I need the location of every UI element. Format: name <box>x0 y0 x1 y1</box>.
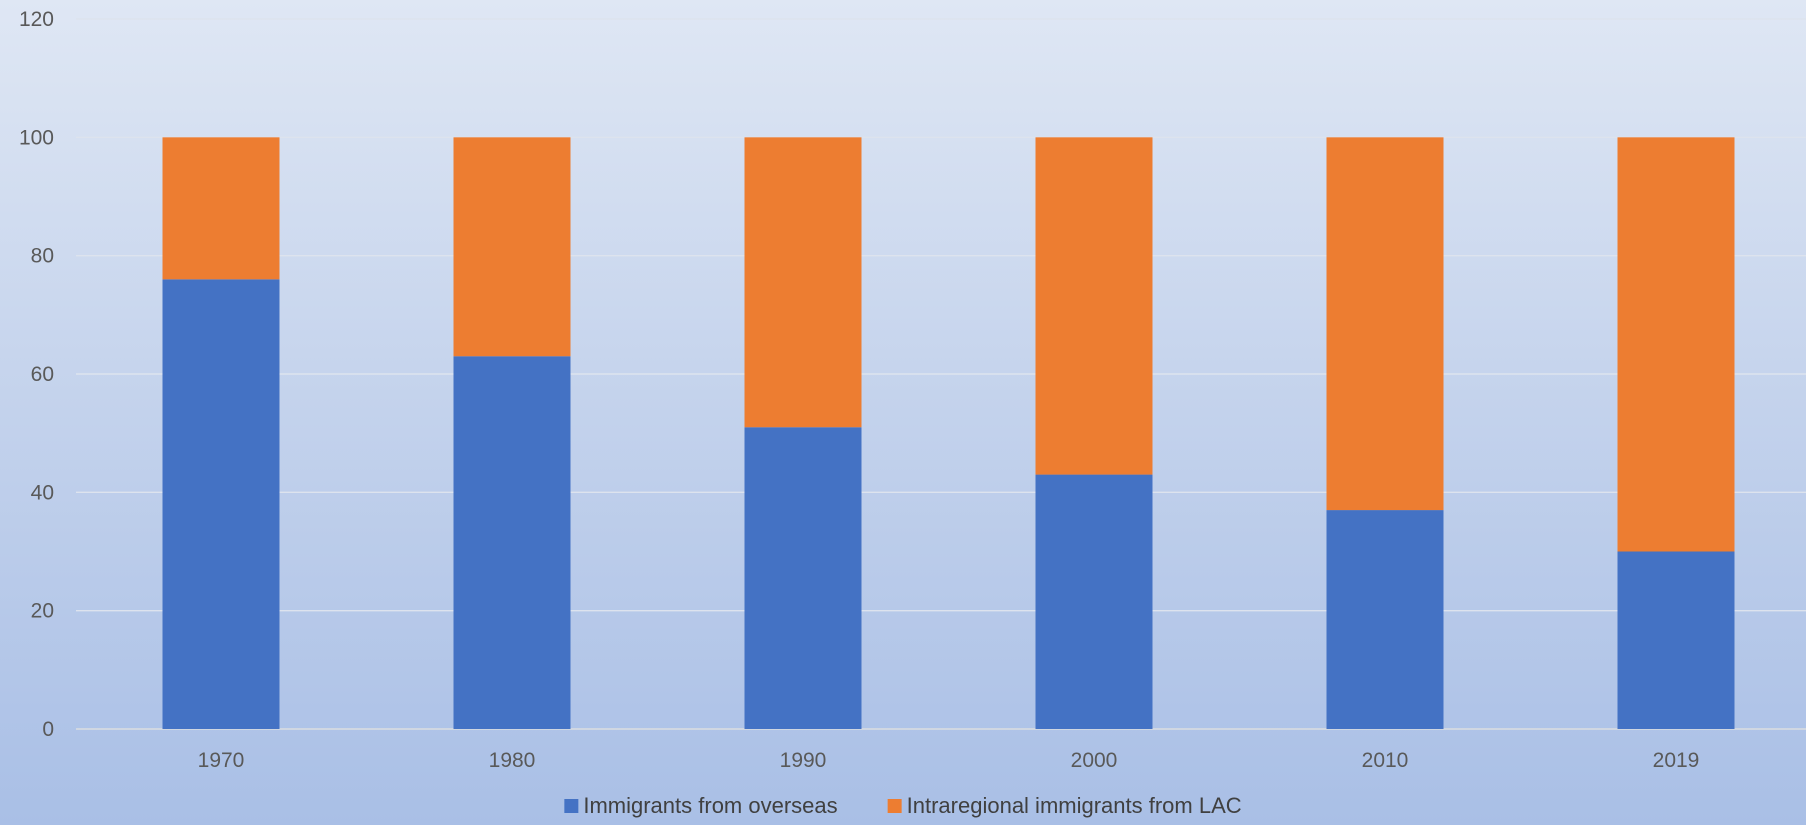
y-tick-label: 80 <box>31 245 54 268</box>
x-tick-label: 1980 <box>489 749 536 772</box>
bar-intraregional-immigrants <box>1617 137 1735 552</box>
bar-immigrants-from-overseas <box>1035 474 1153 729</box>
y-axis-tick-labels: 0 20 40 60 80 100 120 <box>19 8 54 741</box>
y-tick-label: 20 <box>31 600 54 623</box>
x-tick-label: 2010 <box>1362 749 1409 772</box>
legend-item: Immigrants from overseas <box>564 793 838 818</box>
legend: Immigrants from overseas Intraregional im… <box>564 793 1242 818</box>
x-tick-label: 1990 <box>780 749 827 772</box>
bar-immigrants-from-overseas <box>453 356 571 729</box>
bar-immigrants-from-overseas <box>1617 551 1735 729</box>
y-tick-label: 40 <box>31 481 54 504</box>
x-tick-label: 2000 <box>1071 749 1118 772</box>
bar-immigrants-from-overseas <box>162 279 280 729</box>
bar-intraregional-immigrants <box>744 137 862 428</box>
y-tick-label: 0 <box>42 718 54 741</box>
x-tick-label: 1970 <box>198 749 245 772</box>
legend-label: Immigrants from overseas <box>583 793 837 818</box>
y-tick-label: 60 <box>31 363 54 386</box>
bar-immigrants-from-overseas <box>744 427 862 729</box>
legend-swatch-lac <box>887 799 902 813</box>
gridlines <box>76 18 1806 730</box>
bar-intraregional-immigrants <box>1035 137 1153 475</box>
y-tick-label: 120 <box>19 8 54 31</box>
x-tick-label: 2019 <box>1653 749 1700 772</box>
bars <box>162 137 1735 729</box>
bar-immigrants-from-overseas <box>1326 510 1444 729</box>
x-axis-tick-labels: 1970 1980 1990 2000 2010 2019 <box>198 749 1700 772</box>
bar-intraregional-immigrants <box>453 137 571 357</box>
legend-swatch-overseas <box>564 799 579 813</box>
bar-intraregional-immigrants <box>1326 137 1444 511</box>
y-tick-label: 100 <box>19 126 54 149</box>
bar-intraregional-immigrants <box>162 137 280 280</box>
legend-label: Intraregional immigrants from LAC <box>907 793 1242 818</box>
legend-item: Intraregional immigrants from LAC <box>887 793 1242 818</box>
